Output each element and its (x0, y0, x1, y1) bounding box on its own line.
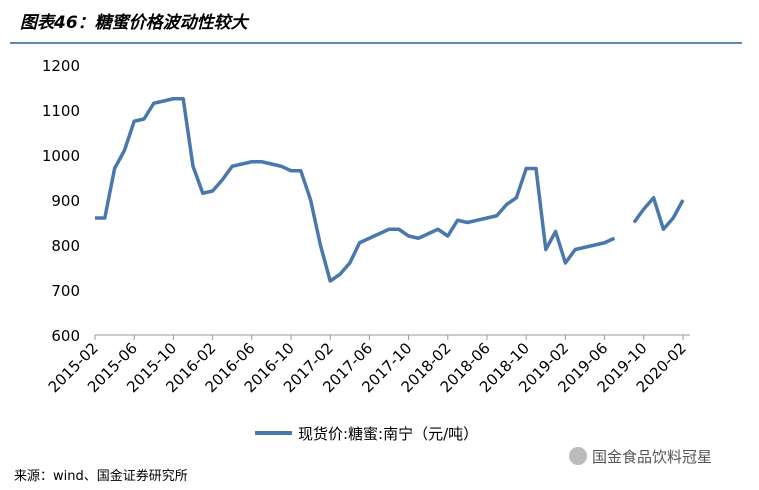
y-tick-label: 1000 (42, 147, 80, 165)
watermark-icon (569, 447, 587, 465)
y-tick-label: 600 (51, 327, 80, 345)
watermark: 国金食品饮料冠星 (592, 448, 712, 466)
y-tick-label: 900 (51, 192, 80, 210)
y-tick-label: 1100 (42, 102, 80, 120)
chart-title: 图表46：糖蜜价格波动性较大 (20, 13, 250, 33)
source: 来源：wind、国金证券研究所 (14, 468, 188, 484)
y-tick-label: 700 (51, 282, 80, 300)
y-tick-label: 1200 (42, 57, 80, 75)
legend-label: 现货价:糖蜜:南宁（元/吨） (298, 425, 478, 443)
series-line (95, 97, 685, 283)
y-tick-label: 800 (51, 237, 80, 255)
